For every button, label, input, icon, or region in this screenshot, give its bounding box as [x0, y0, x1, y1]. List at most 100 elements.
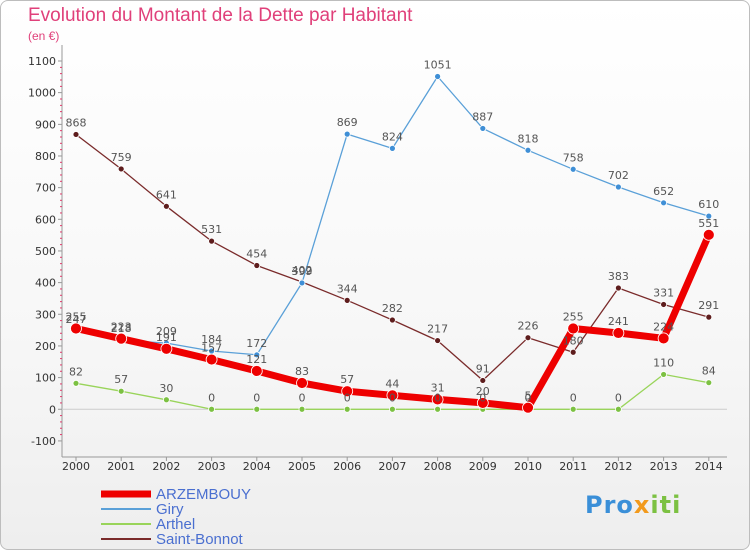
x-tick-label: 2002	[152, 460, 180, 473]
y-tick-label: 200	[35, 340, 56, 353]
data-label-arthel: 57	[114, 373, 128, 386]
point-arzembouy	[612, 327, 625, 339]
x-tick-label: 2005	[288, 460, 316, 473]
data-label-giry: 218	[111, 322, 132, 335]
point-giry	[524, 146, 532, 154]
data-label-saint-bonnot: 282	[382, 302, 403, 315]
point-arthel	[117, 387, 125, 395]
data-label-giry: 824	[382, 130, 403, 143]
data-label-saint-bonnot: 383	[608, 270, 629, 283]
data-label-arthel: 0	[299, 391, 306, 404]
data-label-arzembouy: 223	[111, 321, 132, 334]
data-label-arzembouy: 121	[246, 353, 267, 366]
data-label-giry: 652	[653, 185, 674, 198]
x-tick-label: 2013	[650, 460, 678, 473]
data-label-giry: 818	[518, 132, 539, 145]
data-label-arzembouy: 20	[476, 385, 490, 398]
data-label-arzembouy: 157	[201, 342, 222, 355]
point-arthel	[615, 405, 622, 413]
y-tick-label: 100	[35, 372, 56, 385]
data-label-giry: 399	[292, 265, 313, 278]
data-label-arthel: 0	[615, 391, 622, 404]
data-label-giry: 184	[201, 333, 222, 346]
data-label-giry: 610	[698, 198, 719, 211]
data-label-giry: 209	[156, 325, 177, 338]
point-arzembouy	[296, 377, 308, 389]
point-arthel	[660, 371, 667, 378]
data-label-saint-bonnot: 217	[427, 323, 448, 336]
point-arzembouy	[160, 342, 173, 355]
point-saint-bonnot	[208, 237, 216, 245]
point-saint-bonnot	[615, 284, 622, 292]
point-giry	[660, 199, 667, 207]
data-label-arzembouy: 224	[653, 320, 674, 333]
point-giry	[479, 125, 487, 132]
data-label-arthel: 0	[525, 391, 532, 404]
point-arthel	[162, 396, 170, 404]
point-arzembouy	[250, 365, 263, 377]
x-tick-label: 2006	[333, 460, 361, 473]
x-tick-label: 2012	[604, 460, 632, 473]
x-tick-label: 2011	[559, 460, 587, 473]
point-saint-bonnot	[343, 296, 351, 304]
x-tick-label: 2009	[469, 460, 497, 473]
y-tick-label: 0	[49, 403, 56, 416]
data-label-arthel: 82	[69, 365, 83, 378]
y-tick-label: 600	[35, 213, 56, 226]
data-label-arthel: 30	[159, 382, 173, 395]
legend-label-saint-bonnot: Saint-Bonnot	[156, 531, 244, 548]
data-label-saint-bonnot: 531	[201, 223, 222, 236]
y-tick-label: -100	[31, 435, 56, 448]
data-label-arthel: 0	[479, 391, 486, 404]
point-arzembouy	[115, 332, 128, 345]
data-label-saint-bonnot: 226	[518, 320, 539, 333]
x-tick-label: 2008	[424, 460, 452, 473]
data-label-arzembouy: 57	[340, 373, 354, 386]
point-giry	[253, 351, 261, 359]
point-giry	[434, 73, 442, 80]
y-tick-label: 800	[35, 150, 56, 163]
data-label-arzembouy: 83	[295, 365, 309, 378]
data-label-saint-bonnot: 91	[476, 362, 490, 375]
data-label-giry: 758	[563, 151, 584, 164]
data-label-saint-bonnot: 344	[337, 282, 358, 295]
logo-part-b: x	[633, 491, 651, 519]
point-giry	[298, 279, 306, 287]
point-saint-bonnot	[388, 316, 396, 324]
point-giry	[705, 212, 713, 220]
y-tick-label: 400	[35, 277, 56, 290]
data-label-arthel: 0	[208, 391, 215, 404]
y-tick-label: 900	[35, 118, 56, 131]
point-arthel	[705, 379, 713, 387]
chart-subtitle: (en €)	[28, 29, 60, 43]
y-tick-label: 300	[35, 308, 56, 321]
point-arthel	[434, 405, 442, 413]
point-arthel	[298, 405, 306, 413]
point-arzembouy	[657, 332, 670, 345]
data-label-giry: 172	[246, 337, 267, 350]
data-label-arzembouy: 241	[608, 315, 629, 328]
x-tick-label: 2007	[378, 460, 406, 473]
point-saint-bonnot	[72, 131, 80, 138]
logo-part-a: Pro	[585, 491, 634, 519]
x-tick-label: 2003	[198, 460, 226, 473]
data-label-saint-bonnot: 291	[698, 299, 719, 312]
logo-part-c: iti	[650, 491, 682, 519]
data-label-arzembouy: 255	[563, 311, 584, 324]
data-label-arthel: 0	[253, 391, 260, 404]
point-giry	[388, 144, 396, 152]
data-label-arthel: 0	[570, 391, 577, 404]
point-giry	[569, 165, 577, 173]
point-giry	[615, 183, 622, 191]
legend-label-arzembouy: ARZEMBOUY	[156, 486, 251, 503]
point-saint-bonnot	[162, 202, 170, 210]
data-label-arthel: 0	[389, 391, 396, 404]
point-saint-bonnot	[434, 337, 442, 344]
x-tick-label: 2010	[514, 460, 542, 473]
data-label-saint-bonnot: 868	[66, 116, 87, 129]
point-arthel	[208, 405, 216, 413]
point-arthel	[388, 405, 396, 413]
data-label-arzembouy: 44	[385, 377, 399, 390]
x-tick-label: 2000	[62, 460, 90, 473]
